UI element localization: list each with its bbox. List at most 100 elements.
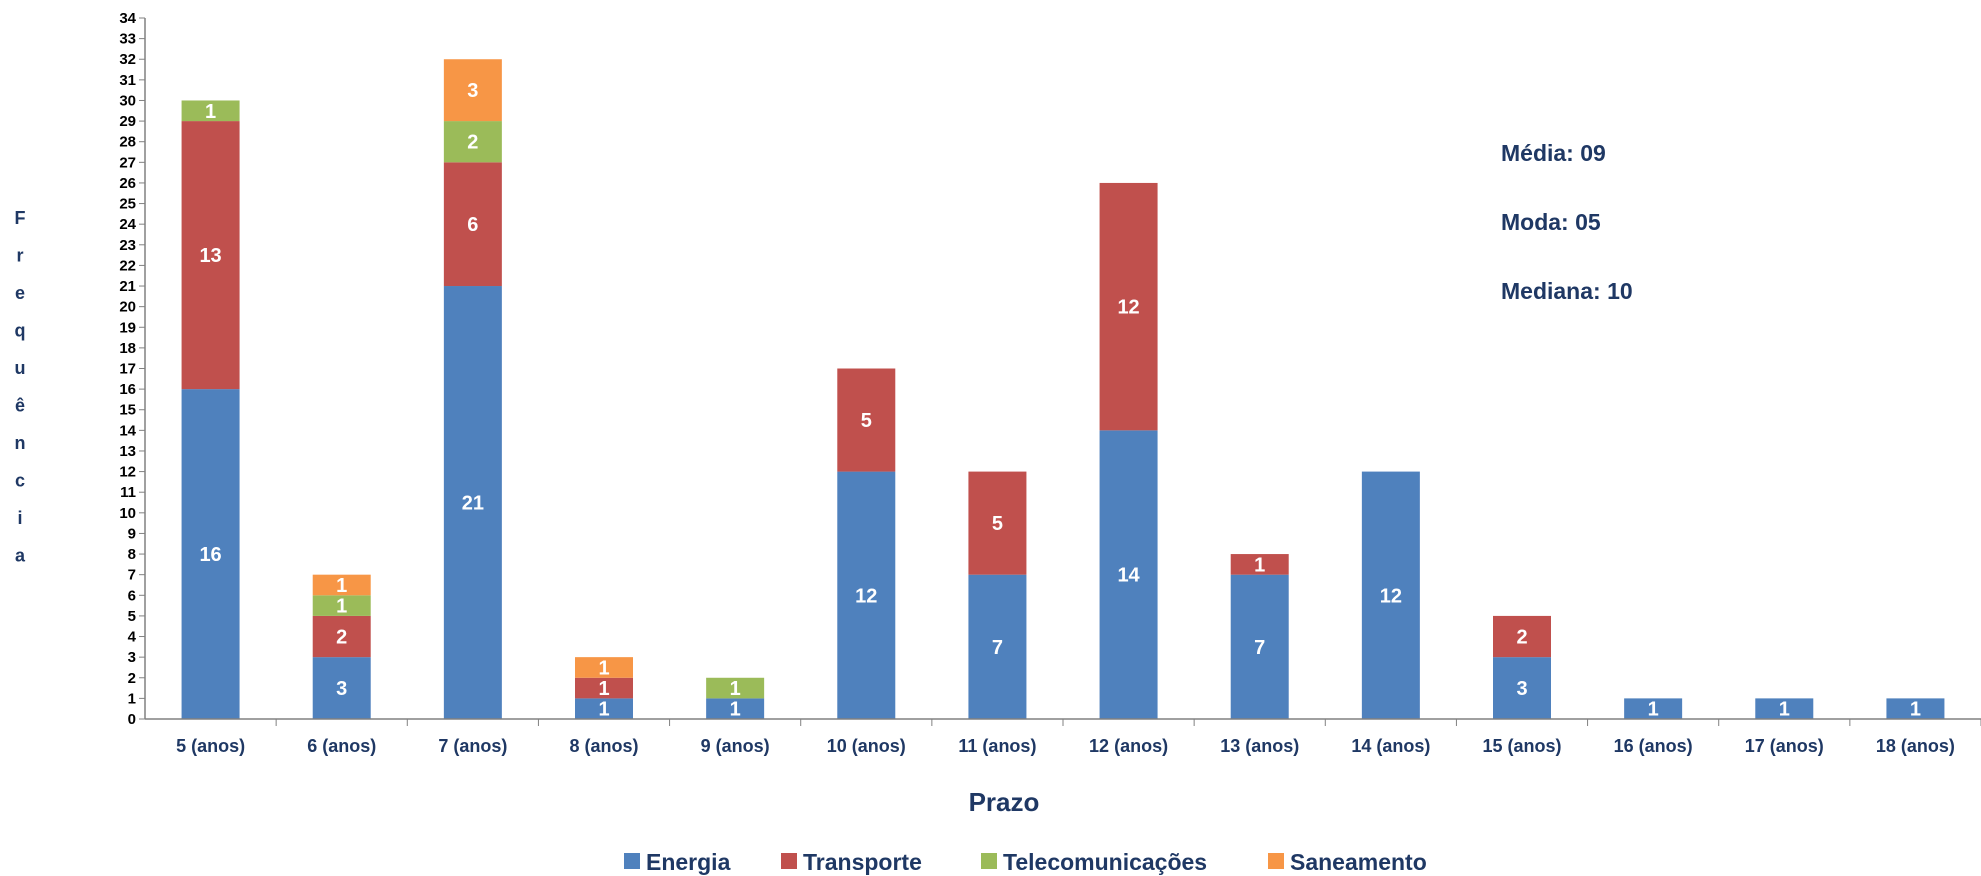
y-axis-title-letter: q: [15, 321, 26, 341]
x-tick-label: 7 (anos): [438, 736, 507, 756]
y-tick-label: 30: [119, 92, 136, 109]
data-label: 1: [598, 657, 609, 679]
legend-swatch: [781, 853, 797, 869]
data-label: 12: [1117, 297, 1139, 319]
x-tick-label: 11 (anos): [958, 736, 1036, 756]
y-tick-label: 15: [119, 402, 136, 419]
bars: [181, 59, 1945, 719]
data-label: 1: [205, 101, 216, 123]
data-label: 3: [1516, 678, 1527, 700]
data-label: 3: [336, 678, 347, 700]
data-label: 1: [598, 678, 609, 700]
bar-segment: [968, 471, 1027, 575]
bar-segment: [1886, 698, 1945, 719]
bar-segment: [706, 698, 765, 719]
y-tick-label: 13: [119, 443, 136, 460]
data-label: 1: [730, 678, 741, 700]
data-label: 12: [855, 585, 877, 607]
y-tick-label: 14: [119, 422, 136, 439]
data-label: 7: [1254, 637, 1265, 659]
bar-segment: [1230, 574, 1289, 719]
y-tick-label: 22: [119, 257, 136, 274]
x-tick-label: 12 (anos): [1089, 736, 1168, 756]
y-tick-label: 18: [119, 340, 136, 357]
bar-segment: [443, 286, 502, 719]
data-label: 1: [336, 596, 347, 618]
bar-segment: [181, 100, 240, 122]
data-label: 1: [1648, 699, 1659, 721]
bar-segment: [312, 615, 371, 658]
y-tick-label: 28: [119, 134, 136, 151]
y-tick-label: 9: [128, 525, 136, 542]
bar-segment: [706, 677, 765, 699]
x-axis-ticks: 5 (anos) 6 (anos) 7 (anos) 8 (anos) 9 (anos)…: [176, 719, 1981, 756]
data-label: 6: [467, 214, 478, 236]
data-label: 5: [992, 513, 1003, 535]
x-tick-label: 10 (anos): [827, 736, 906, 756]
data-label: 7: [992, 637, 1003, 659]
x-tick-label: 13 (anos): [1220, 736, 1299, 756]
bar-segment: [443, 121, 502, 163]
data-label: 1: [1779, 699, 1790, 721]
bar-segment: [575, 657, 633, 678]
data-label: 2: [467, 132, 478, 154]
y-tick-label: 12: [119, 464, 136, 481]
y-axis-title-letter: c: [15, 471, 25, 491]
y-tick-label: 21: [119, 278, 136, 295]
bar-segment: [1493, 657, 1551, 719]
data-label: 13: [199, 245, 221, 267]
x-tick-label: 16 (anos): [1614, 736, 1693, 756]
data-label: 2: [1516, 627, 1527, 649]
bar-segment: [443, 59, 502, 122]
bar-segment: [181, 121, 240, 390]
stat-annotation: Mediana: 10: [1501, 278, 1633, 304]
y-tick-label: 23: [119, 237, 136, 254]
bar-segment: [312, 574, 371, 596]
y-tick-label: 33: [119, 31, 136, 48]
y-axis-ticks: 0123456789101112131415161718192021222324…: [119, 10, 145, 728]
x-tick-label: 18 (anos): [1876, 736, 1955, 756]
y-axis-title-letter: e: [15, 283, 25, 303]
y-tick-label: 29: [119, 113, 136, 130]
y-tick-label: 8: [128, 546, 136, 563]
data-label: 3: [467, 80, 478, 102]
y-tick-label: 27: [119, 154, 136, 171]
bar-segment: [312, 657, 371, 719]
y-tick-label: 5: [128, 608, 136, 625]
y-tick-label: 17: [119, 361, 136, 378]
data-label: 2: [336, 627, 347, 649]
x-tick-label: 9 (anos): [701, 736, 770, 756]
bar-segment: [443, 162, 502, 287]
y-tick-label: 0: [128, 711, 136, 728]
legend-label: Energia: [646, 849, 731, 875]
bar-segment: [837, 368, 896, 472]
bar-segment: [968, 574, 1027, 719]
bar-segment: [1493, 615, 1551, 658]
data-label: 12: [1380, 585, 1402, 607]
y-tick-label: 11: [120, 484, 136, 501]
data-label: 1: [1254, 554, 1265, 576]
y-tick-label: 31: [119, 72, 136, 89]
bar-segment: [1230, 554, 1289, 575]
y-tick-label: 34: [119, 10, 136, 27]
x-tick-label: 5 (anos): [176, 736, 245, 756]
x-tick-label: 8 (anos): [569, 736, 638, 756]
y-axis-title-letter: a: [15, 546, 26, 566]
y-axis-title-letter: r: [16, 246, 23, 266]
y-axis-title-letter: n: [15, 433, 26, 453]
legend-label: Saneamento: [1290, 849, 1427, 875]
y-tick-label: 26: [119, 175, 136, 192]
bar-segment: [181, 389, 240, 719]
y-axis-title-letter: i: [17, 508, 22, 528]
y-tick-label: 4: [128, 629, 137, 646]
bar-segment: [312, 595, 371, 616]
legend-swatch: [981, 853, 997, 869]
data-label: 1: [598, 699, 609, 721]
bar-segment: [1099, 182, 1158, 431]
y-tick-label: 1: [128, 690, 136, 707]
y-axis-title-letter: F: [15, 208, 26, 228]
bar-segment: [575, 698, 633, 719]
data-label: 14: [1117, 565, 1140, 587]
legend: Energia Transporte Telecomunicações Saneame…: [624, 849, 1427, 875]
